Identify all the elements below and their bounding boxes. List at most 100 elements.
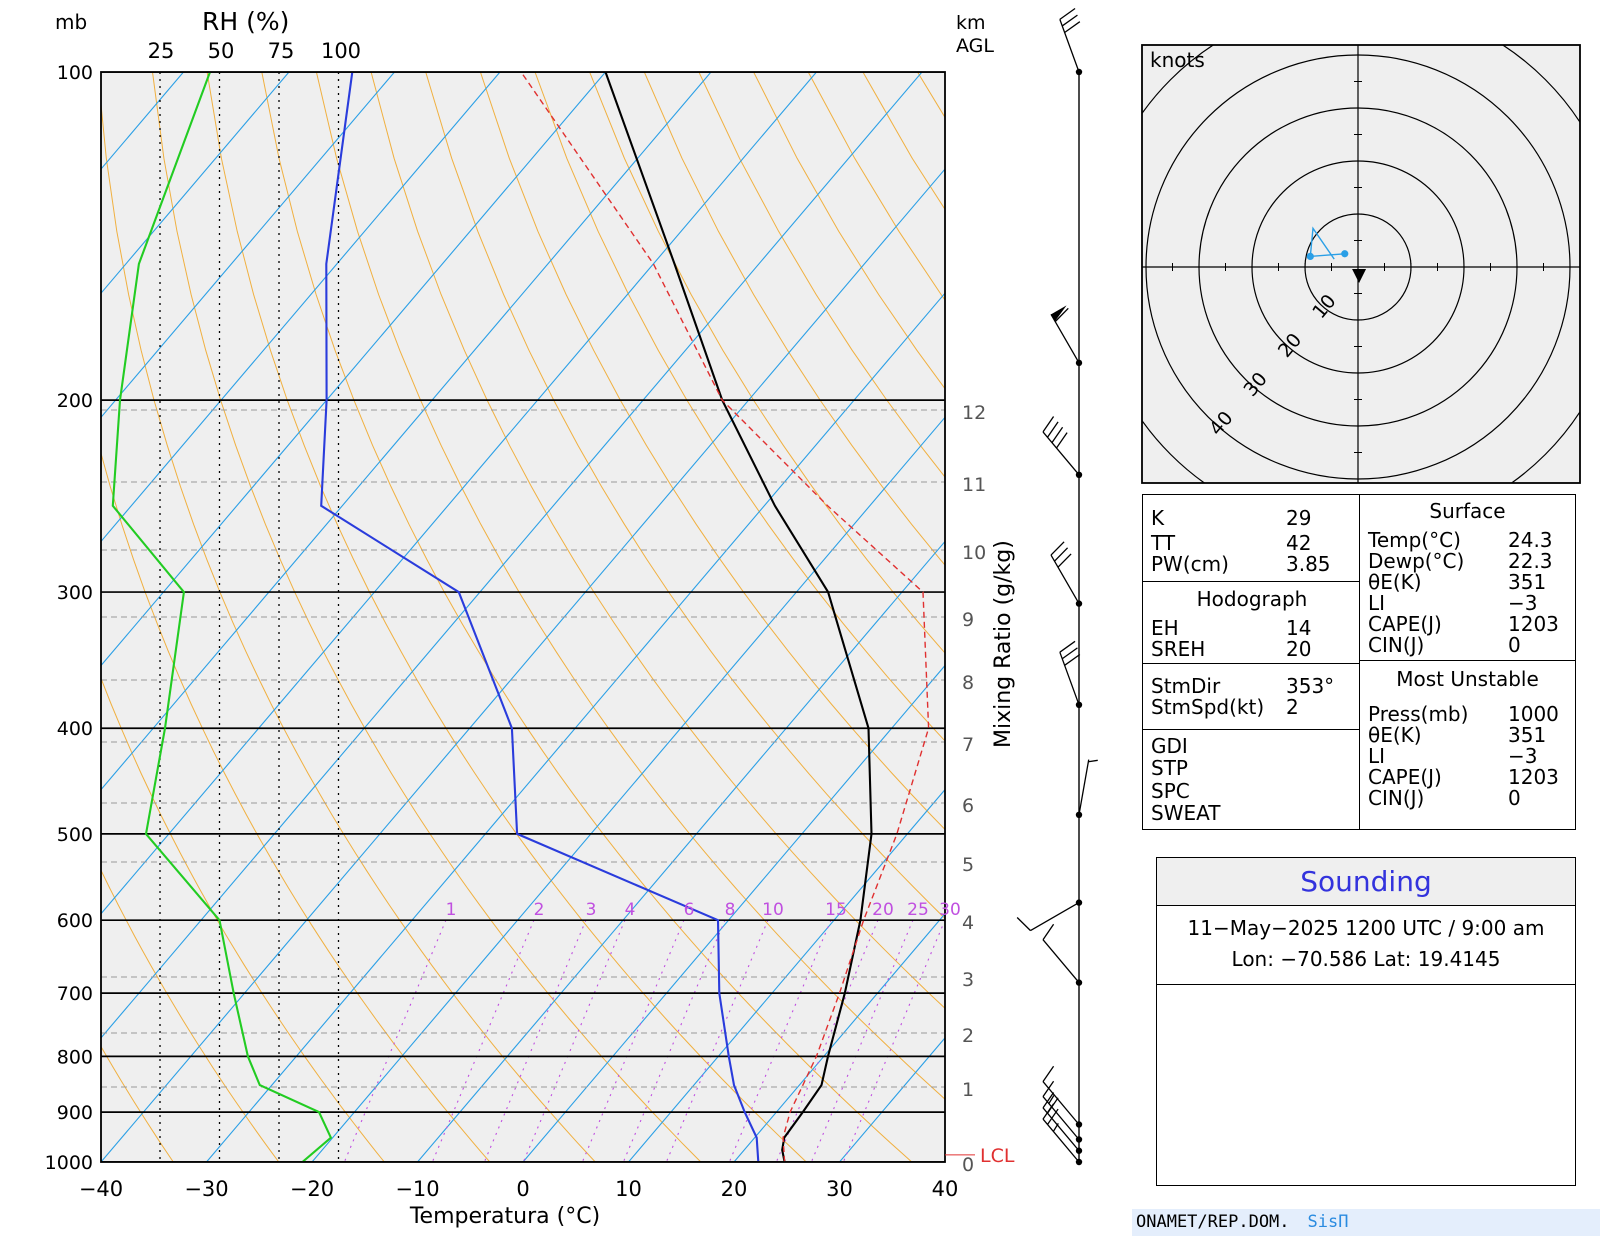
height-tick-label: 8 [962, 672, 974, 694]
pressure-tick-label: 400 [57, 718, 93, 740]
sounding-datetime: 11−May−2025 1200 UTC / 9:00 am [1187, 916, 1545, 940]
rh-tick-label: 25 [148, 39, 175, 63]
wind-barb-flag [1050, 541, 1065, 556]
rh-tick-label: 100 [321, 39, 361, 63]
temperature-tick-label: −10 [395, 1177, 439, 1201]
mixing-ratio-line [483, 919, 587, 1162]
pressure-tick-label: 700 [57, 983, 93, 1005]
surface-row: CIN(J) 0 [1368, 633, 1521, 657]
mixing-ratio-line [522, 919, 626, 1162]
credit-org: ONAMET/REP.DOM. [1136, 1212, 1290, 1232]
index-row: SREH 20 [1151, 637, 1312, 661]
temperature-tick-label: −30 [184, 1177, 228, 1201]
wind-barb-flag [1016, 917, 1031, 932]
mu-row: θE(K) 351 [1368, 723, 1547, 747]
index-row: SPC [1151, 779, 1190, 803]
wind-barb-flag [1046, 421, 1059, 438]
index-row: StmDir 353° [1151, 674, 1335, 698]
height-tick-label: 5 [962, 854, 974, 876]
wind-barb-staff [1042, 1107, 1080, 1152]
hodo-ring [1145, 54, 1571, 480]
temperature-tick-label: 10 [615, 1177, 642, 1201]
wind-barb-flag [1051, 426, 1064, 443]
mixing-ratio-label: 4 [625, 900, 636, 920]
height-tick-label: 9 [962, 609, 974, 631]
storm-motion-marker [1352, 268, 1367, 283]
isotherm [101, 72, 395, 419]
height-tick-label: 1 [962, 1079, 974, 1101]
mixing-ratio-label: 30 [939, 900, 961, 920]
wind-barb-staff [1078, 759, 1090, 815]
mixing-ratio-axis-label: Mixing Ratio (g/kg) [991, 540, 1016, 748]
isotherm [628, 788, 945, 1162]
height-tick-label: 11 [962, 474, 986, 496]
index-row: TT 42 [1151, 531, 1312, 555]
dry-adiabat [101, 99, 596, 1162]
dewpoint-line [320, 72, 760, 1162]
sounding-info-box: Sounding 11−May−2025 1200 UTC / 9:00 am … [1156, 857, 1576, 1186]
dry-adiabat [534, 72, 945, 742]
wind-barb-flag [1061, 647, 1078, 660]
height-tick-label: 6 [962, 795, 974, 817]
mixing-ratio-label: 1 [446, 900, 457, 920]
dry-adiabat [479, 72, 945, 831]
wind-barb-flag [1042, 1092, 1055, 1109]
hodo-ring [1198, 107, 1518, 427]
surface-row: θE(K) 351 [1368, 570, 1547, 594]
pressure-tick-label: 200 [57, 390, 93, 412]
wind-barb-column [1016, 7, 1098, 1166]
temperature-tick-label: 20 [721, 1177, 748, 1201]
hodograph-point [1306, 252, 1314, 260]
agl-unit-text: AGL [956, 35, 994, 57]
mixing-ratio-line [343, 919, 447, 1162]
pressure-tick-label: 800 [57, 1046, 93, 1068]
height-tick-label: 12 [962, 402, 986, 424]
mu-row: CAPE(J) 1203 [1368, 765, 1559, 789]
wind-barb-flag [1042, 416, 1055, 433]
mixing-ratio-line [665, 919, 769, 1162]
pressure-tick-label: 500 [57, 824, 93, 846]
surface-row: Temp(°C) 24.3 [1368, 528, 1553, 552]
dry-adiabat [261, 72, 913, 1162]
pressure-tick-label: 300 [57, 582, 93, 604]
isotherm [417, 540, 945, 1162]
hodo-ring [1251, 160, 1465, 374]
surface-row: Dewp(°C) 22.3 [1368, 549, 1553, 573]
dry-adiabat [589, 72, 945, 654]
pressure-tick-label: 100 [57, 62, 93, 84]
dry-adiabat [101, 451, 491, 1162]
indices-table: K 29 TT 42 PW(cm) 3.85 Hodograph EH 14 SREH 2… [1142, 494, 1362, 830]
pressure-tick-label: 600 [57, 910, 93, 932]
temperature-tick-label: −40 [79, 1177, 123, 1201]
mixing-ratio-label: 10 [762, 900, 784, 920]
wind-barb-flag [1057, 553, 1072, 568]
isotherm [101, 72, 923, 1039]
dry-adiabat [206, 72, 807, 1162]
wind-barb-flag [1059, 640, 1076, 653]
mixing-ratio-line [622, 919, 726, 1162]
wind-barb-flag [1061, 14, 1078, 27]
dry-adiabat [643, 72, 945, 566]
wind-barb-flag [1054, 547, 1069, 562]
km-unit-text: km [956, 12, 986, 34]
skewt-series [111, 72, 930, 1162]
wind-barb-staff [1042, 1096, 1080, 1140]
index-row: PW(cm) 3.85 [1151, 552, 1331, 576]
wind-barb-staff [1042, 1118, 1080, 1163]
temperature-tick-label: −20 [290, 1177, 334, 1201]
dry-adiabat [101, 676, 385, 1162]
mixing-ratio-label: 8 [725, 900, 736, 920]
mixing-ratio-label: 20 [872, 900, 894, 920]
index-row: STP [1151, 756, 1188, 780]
mixing-ratio-line [581, 919, 685, 1162]
surface-title: Surface [1429, 499, 1506, 523]
mixing-ratio-label: 15 [825, 900, 847, 920]
pressure-tick-label: 1000 [45, 1152, 93, 1174]
wind-barb-staff [1059, 651, 1080, 706]
surface-row: CAPE(J) 1203 [1368, 612, 1559, 636]
wind-barb-half-flag [1088, 759, 1098, 763]
skewt-frame [100, 71, 946, 1163]
mixing-ratio-label: 3 [586, 900, 597, 920]
pressure-unit-label: mb [55, 10, 87, 34]
